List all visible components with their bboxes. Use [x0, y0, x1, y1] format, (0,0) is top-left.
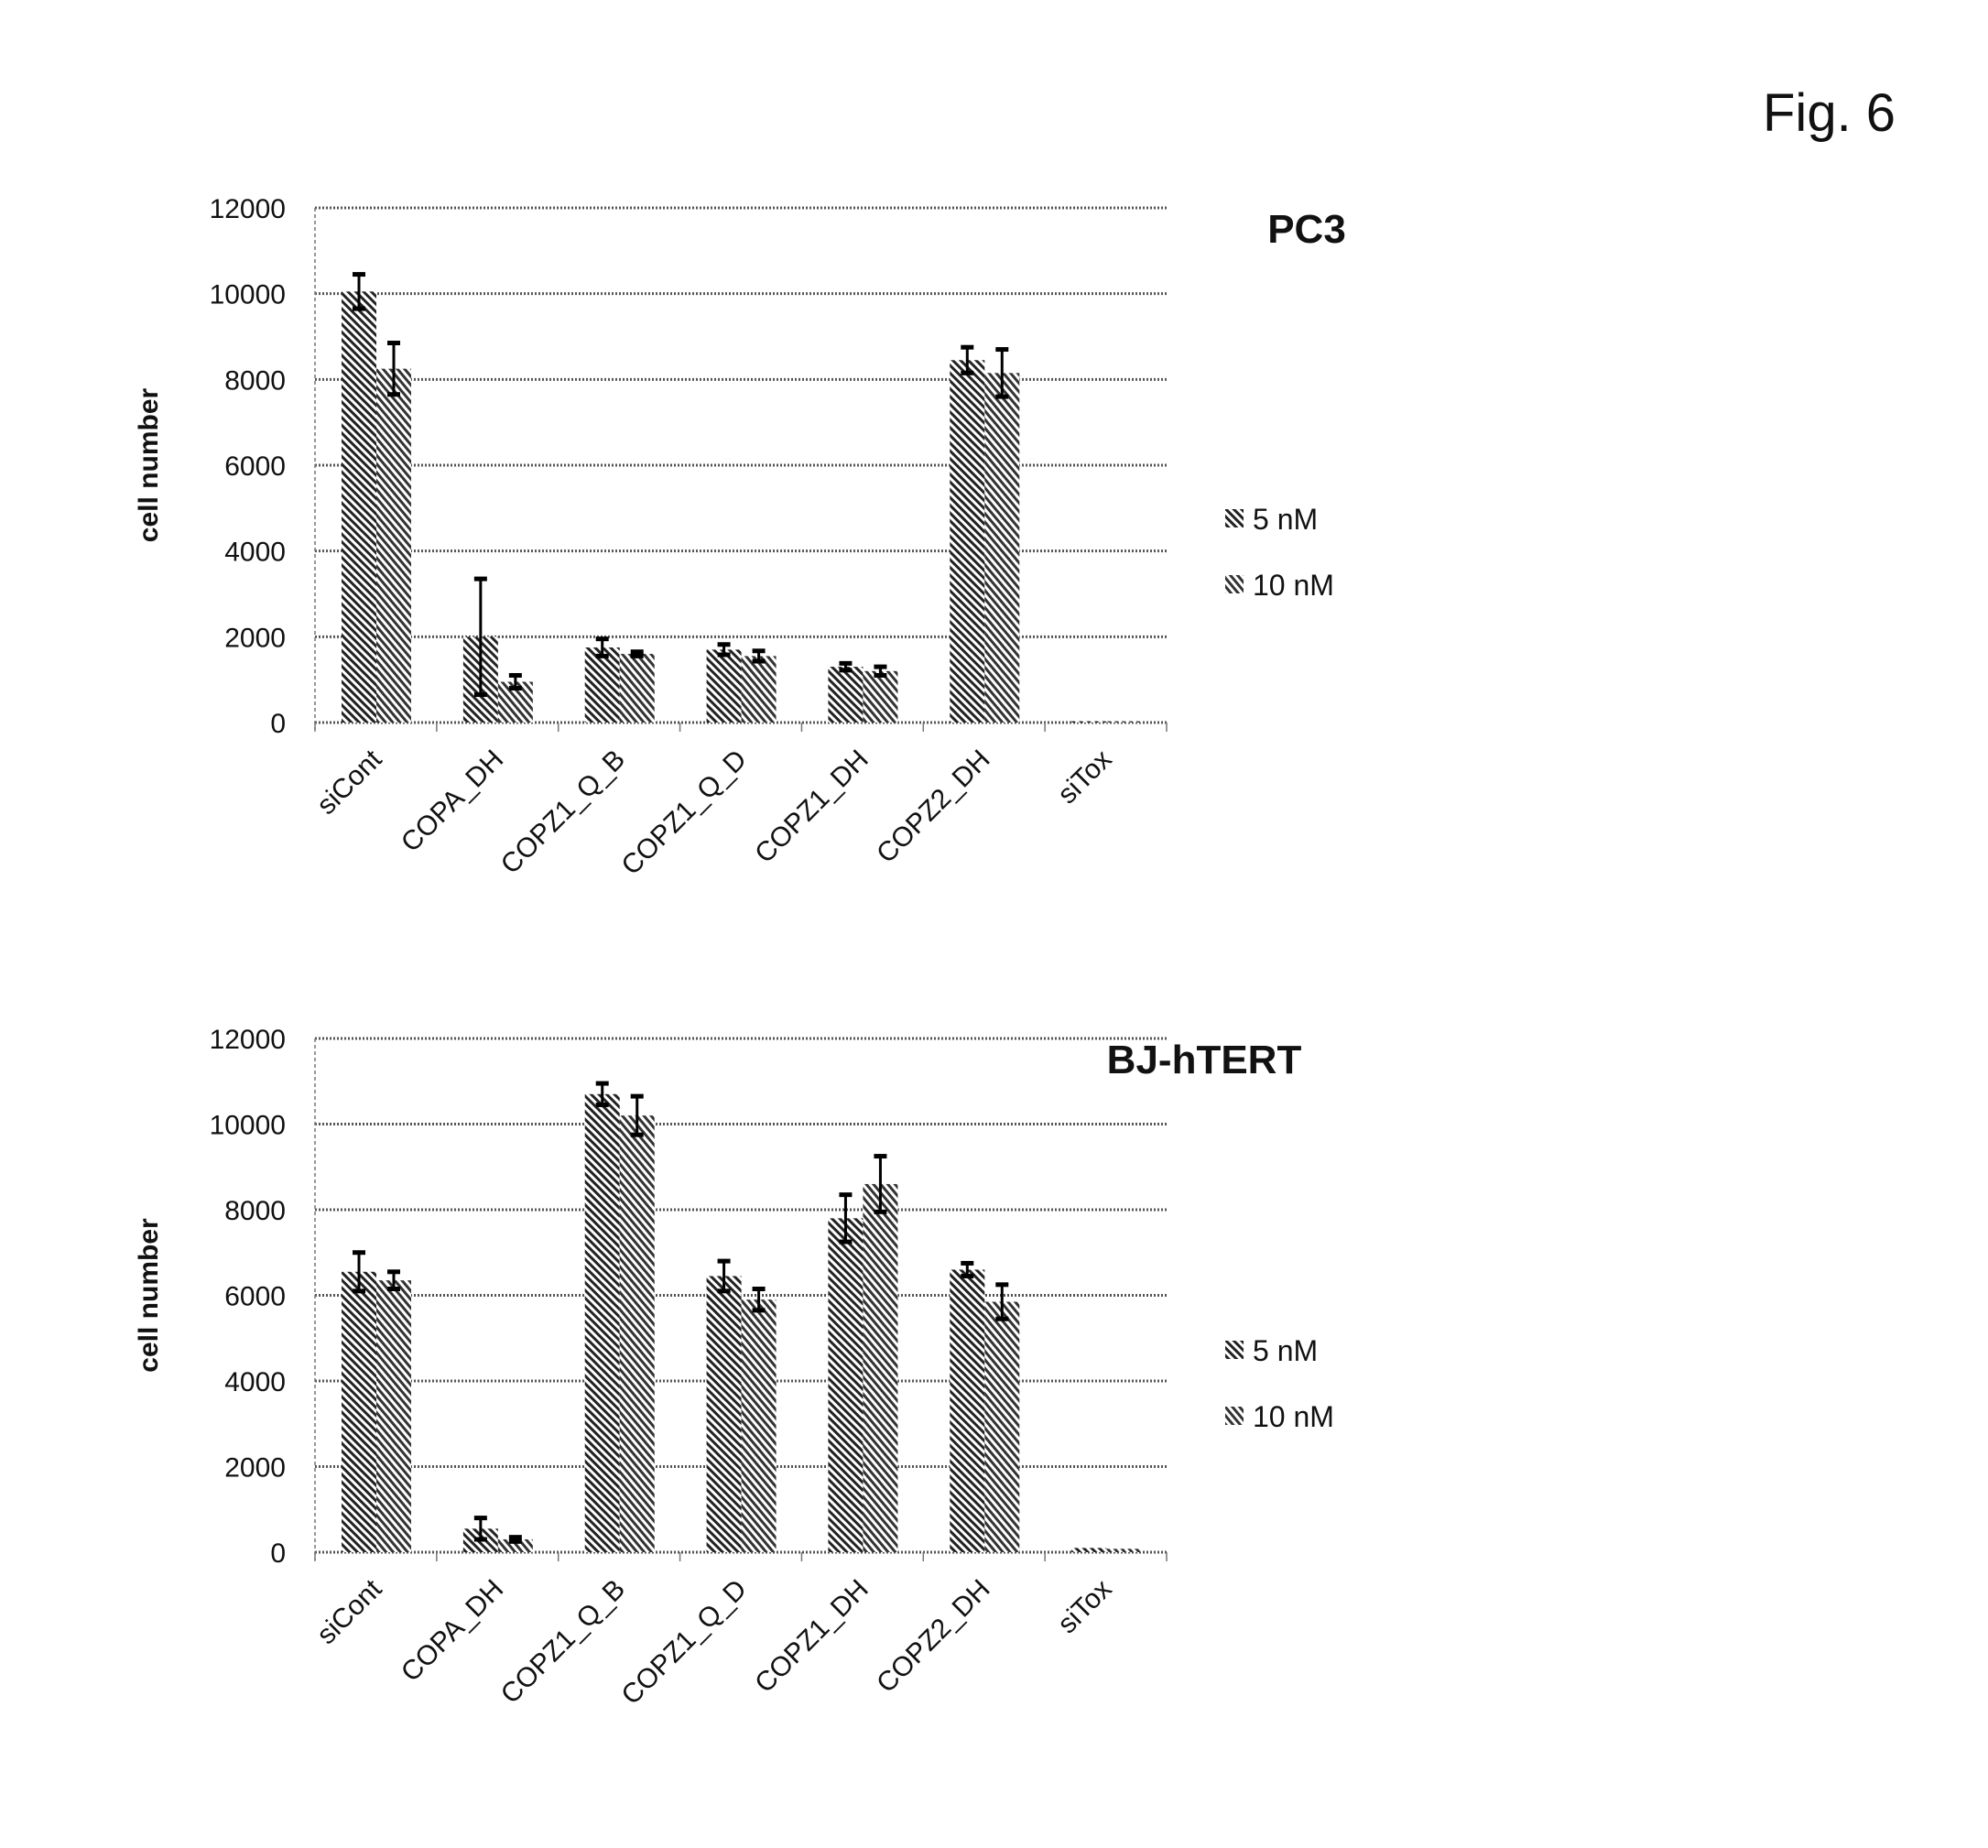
x-tick-label: COPZ1_Q_D [615, 745, 752, 881]
bar-10nM-COPZ1_Q_D [742, 656, 777, 723]
y-axis-label: cell number [134, 1218, 164, 1373]
x-tick-label: COPA_DH [396, 745, 509, 858]
x-tick-label: siCont [311, 744, 388, 821]
bar-5nM-siTox [1071, 722, 1106, 723]
bar-5nM-COPZ2_DH [950, 360, 984, 723]
y-tick-label: 8000 [224, 365, 286, 396]
x-tick-label: siTox [1052, 1574, 1118, 1640]
y-tick-label: 2000 [224, 1453, 286, 1484]
legend-label: 5 nM [1253, 503, 1318, 536]
x-tick-label: siCont [311, 1573, 388, 1650]
bar-5nM-COPZ1_DH [828, 1218, 863, 1552]
bar-10nM-siTox [1106, 722, 1141, 723]
bar-10nM-COPZ2_DH [984, 373, 1019, 723]
legend-label: 5 nM [1253, 1334, 1318, 1367]
legend-swatch [1225, 1341, 1244, 1359]
x-tick-label: COPZ1_DH [749, 745, 875, 870]
y-tick-label: 0 [270, 1538, 286, 1569]
bar-10nM-COPZ1_Q_B [620, 654, 655, 723]
y-tick-label: 0 [270, 709, 286, 739]
bar-5nM-COPZ1_Q_D [707, 1276, 742, 1552]
bar-10nM-siCont [376, 369, 411, 723]
chart-2: 0 2000 4000 6000 8000 10000 12000 siContCOPA_DH… [134, 1025, 1334, 1711]
legend-label: 10 nM [1253, 569, 1334, 602]
bar-5nM-COPZ1_Q_D [707, 649, 742, 723]
x-tick-label: siTox [1052, 745, 1118, 810]
y-tick-label: 12000 [210, 1025, 286, 1055]
bar-10nM-COPZ2_DH [984, 1302, 1019, 1552]
bar-10nM-siTox [1106, 1549, 1141, 1552]
y-tick-label: 8000 [224, 1196, 286, 1226]
x-tick-label: COPZ1_DH [749, 1574, 875, 1700]
x-tick-label: COPA_DH [396, 1574, 509, 1688]
x-tick-label: COPZ2_DH [871, 745, 996, 870]
chart-1: 0 2000 4000 6000 8000 10000 12000 siContCOPA_DH… [134, 194, 1346, 881]
y-tick-label: 6000 [224, 451, 286, 482]
chart-title: PC3 [1267, 207, 1346, 252]
bar-5nM-COPZ2_DH [950, 1269, 984, 1552]
y-tick-label: 12000 [210, 194, 286, 224]
bar-5nM-COPZ1_Q_B [585, 647, 620, 723]
bar-5nM-COPZ1_Q_B [585, 1094, 620, 1552]
y-tick-label: 4000 [224, 538, 286, 568]
y-tick-label: 10000 [210, 280, 286, 310]
bar-10nM-COPZ1_DH [863, 1184, 897, 1552]
bar-5nM-COPZ1_DH [828, 667, 863, 723]
y-tick-label: 4000 [224, 1367, 286, 1397]
legend-swatch [1225, 1407, 1244, 1425]
bar-10nM-COPZ1_Q_B [620, 1115, 655, 1552]
y-tick-label: 6000 [224, 1282, 286, 1312]
y-tick-label: 2000 [224, 623, 286, 653]
bar-5nM-siCont [342, 1272, 376, 1552]
bar-10nM-COPZ1_Q_D [742, 1299, 777, 1552]
bar-10nM-siCont [376, 1280, 411, 1552]
legend-swatch [1225, 509, 1244, 527]
bar-5nM-siTox [1071, 1548, 1106, 1552]
legend-label: 10 nM [1253, 1400, 1334, 1433]
bar-5nM-siCont [342, 291, 376, 723]
bar-10nM-COPZ1_DH [863, 671, 897, 723]
chart-title: BJ-hTERT [1107, 1038, 1302, 1082]
y-axis-label: cell number [134, 387, 164, 542]
x-tick-label: COPZ1_Q_B [495, 1574, 631, 1710]
x-tick-label: COPZ2_DH [871, 1574, 996, 1700]
y-tick-label: 10000 [210, 1111, 286, 1141]
x-tick-label: COPZ1_Q_D [615, 1574, 752, 1711]
legend-swatch [1225, 575, 1244, 593]
x-tick-label: COPZ1_Q_B [495, 745, 631, 880]
